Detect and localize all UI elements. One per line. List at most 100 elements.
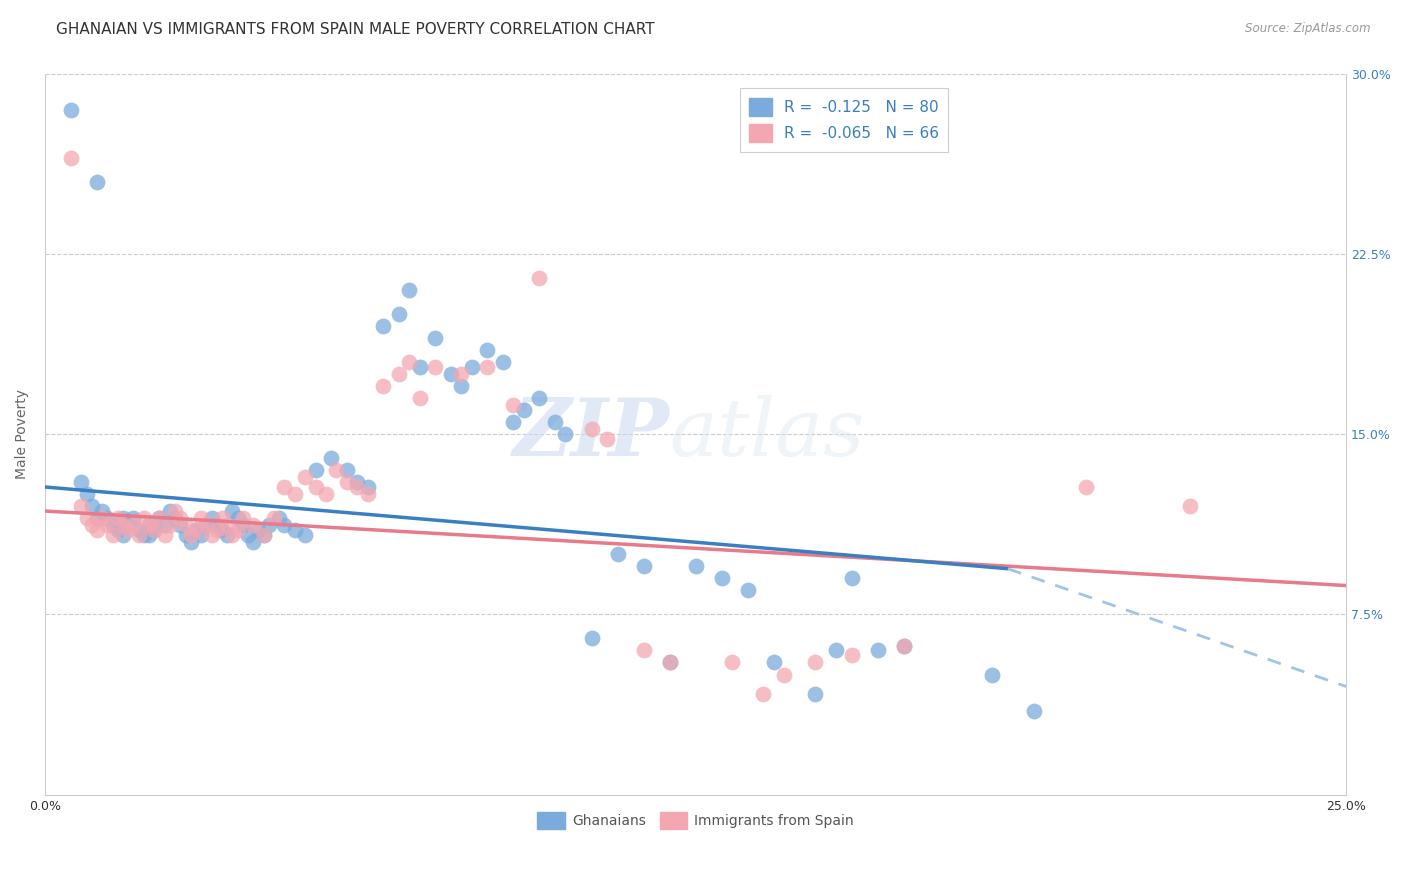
Point [804,656,827,670]
Point [221,504,243,518]
Point [1074,480,1097,494]
Point [159,518,181,533]
Point [336,475,359,490]
Point [159,504,181,518]
Point [80,500,103,514]
Point [284,487,307,501]
Point [440,367,463,381]
Point [180,528,202,542]
Point [205,523,228,537]
Point [388,307,411,321]
Point [128,528,150,542]
Point [357,480,380,494]
Point [477,343,499,357]
Point [217,518,239,533]
Point [658,656,681,670]
Point [804,687,827,701]
Point [143,523,166,537]
Point [450,367,472,381]
Point [70,475,93,490]
Point [122,511,145,525]
Point [132,511,155,525]
Point [841,571,863,585]
Point [529,391,551,405]
Point [544,415,567,429]
Point [315,487,337,501]
Point [273,480,295,494]
Point [91,504,114,518]
Point [633,559,655,574]
Point [221,528,243,542]
Point [226,523,249,537]
Point [122,518,145,533]
Point [336,463,359,477]
Point [398,283,420,297]
Point [148,511,170,525]
Point [554,427,576,442]
Point [325,463,347,477]
Point [247,523,270,537]
Point [112,518,135,533]
Text: ZIP: ZIP [513,395,669,473]
Point [263,511,285,525]
Point [232,511,254,525]
Point [513,403,536,417]
Point [304,480,326,494]
Point [165,511,187,525]
Point [596,432,619,446]
Point [981,667,1004,681]
Point [581,422,603,436]
Point [112,528,135,542]
Point [773,667,796,681]
Point [492,355,515,369]
Point [59,151,82,165]
Text: Source: ZipAtlas.com: Source: ZipAtlas.com [1246,22,1371,36]
Point [205,518,228,533]
Point [190,511,212,525]
Text: atlas: atlas [669,395,865,473]
Point [59,103,82,117]
Point [294,470,316,484]
Point [211,523,233,537]
Point [252,528,274,542]
Point [388,367,411,381]
Point [132,528,155,542]
Point [252,528,274,542]
Point [169,518,191,533]
Point [138,528,160,542]
Point [117,518,139,533]
Point [425,359,447,374]
Point [195,518,218,533]
Point [284,523,307,537]
Point [101,528,124,542]
Point [226,511,249,525]
Point [242,518,264,533]
Point [174,528,197,542]
Point [581,632,603,646]
Point [1178,500,1201,514]
Point [658,656,681,670]
Point [148,511,170,525]
Point [190,528,212,542]
Point [425,331,447,345]
Point [153,518,176,533]
Point [346,480,368,494]
Point [373,379,395,393]
Point [174,518,197,533]
Point [96,511,118,525]
Point [91,511,114,525]
Point [195,518,218,533]
Point [236,528,259,542]
Point [409,359,432,374]
Point [107,511,129,525]
Point [165,504,187,518]
Point [184,523,207,537]
Point [269,511,291,525]
Point [321,451,343,466]
Point [346,475,368,490]
Point [893,639,915,653]
Point [841,648,863,663]
Point [86,511,108,525]
Point [101,518,124,533]
Point [502,398,524,412]
